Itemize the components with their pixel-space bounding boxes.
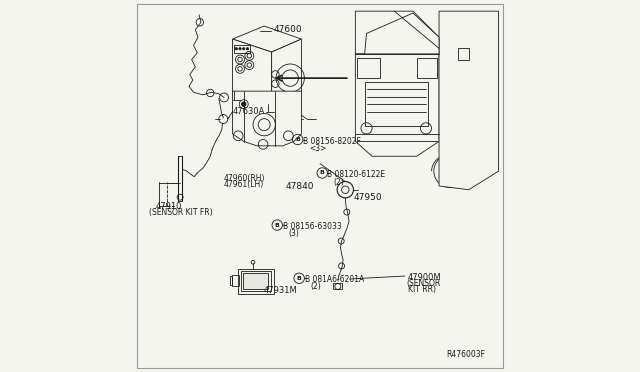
Polygon shape xyxy=(355,54,439,156)
Text: B: B xyxy=(275,222,280,228)
Bar xyxy=(417,58,437,78)
Bar xyxy=(234,45,250,53)
Circle shape xyxy=(241,102,246,106)
Text: 47630A: 47630A xyxy=(232,107,265,116)
Text: B: B xyxy=(297,276,301,281)
Circle shape xyxy=(243,48,245,50)
Text: 47950: 47950 xyxy=(353,193,382,202)
Text: (3): (3) xyxy=(289,229,300,238)
Polygon shape xyxy=(271,39,301,104)
Polygon shape xyxy=(365,13,439,54)
Text: B: B xyxy=(320,170,324,176)
Polygon shape xyxy=(439,11,499,190)
Text: (2): (2) xyxy=(310,282,321,291)
Text: 47960(RH): 47960(RH) xyxy=(223,174,265,183)
Text: KIT RR): KIT RR) xyxy=(408,285,436,294)
Text: B 08120-6122E: B 08120-6122E xyxy=(328,170,385,179)
Bar xyxy=(241,271,271,291)
Bar xyxy=(232,275,239,286)
Circle shape xyxy=(239,48,241,50)
Text: R476003F: R476003F xyxy=(447,350,486,359)
Bar xyxy=(243,273,268,289)
Polygon shape xyxy=(232,39,271,104)
Text: (2): (2) xyxy=(333,178,344,187)
Text: B 081A6-6201A: B 081A6-6201A xyxy=(305,275,364,284)
Bar xyxy=(230,276,232,285)
Text: 47931M: 47931M xyxy=(264,286,297,295)
Text: B 08156-8202F: B 08156-8202F xyxy=(303,137,361,146)
Text: 47900M: 47900M xyxy=(408,273,441,282)
Text: 47910: 47910 xyxy=(156,202,182,211)
Text: (SENSOR KIT FR): (SENSOR KIT FR) xyxy=(149,208,212,217)
Text: <3>: <3> xyxy=(309,144,326,153)
Text: 47840: 47840 xyxy=(286,182,314,190)
Polygon shape xyxy=(232,91,301,146)
Bar xyxy=(357,58,380,78)
Bar xyxy=(238,269,273,294)
Bar xyxy=(365,82,428,126)
Polygon shape xyxy=(232,26,301,52)
Text: B 08156-63033: B 08156-63033 xyxy=(283,222,342,231)
Text: (SENSOR: (SENSOR xyxy=(406,279,441,288)
Text: 47600: 47600 xyxy=(273,25,302,34)
Circle shape xyxy=(246,48,248,50)
Text: B: B xyxy=(295,137,300,142)
Polygon shape xyxy=(355,11,439,54)
Text: 47961(LH): 47961(LH) xyxy=(223,180,264,189)
Circle shape xyxy=(235,48,237,50)
